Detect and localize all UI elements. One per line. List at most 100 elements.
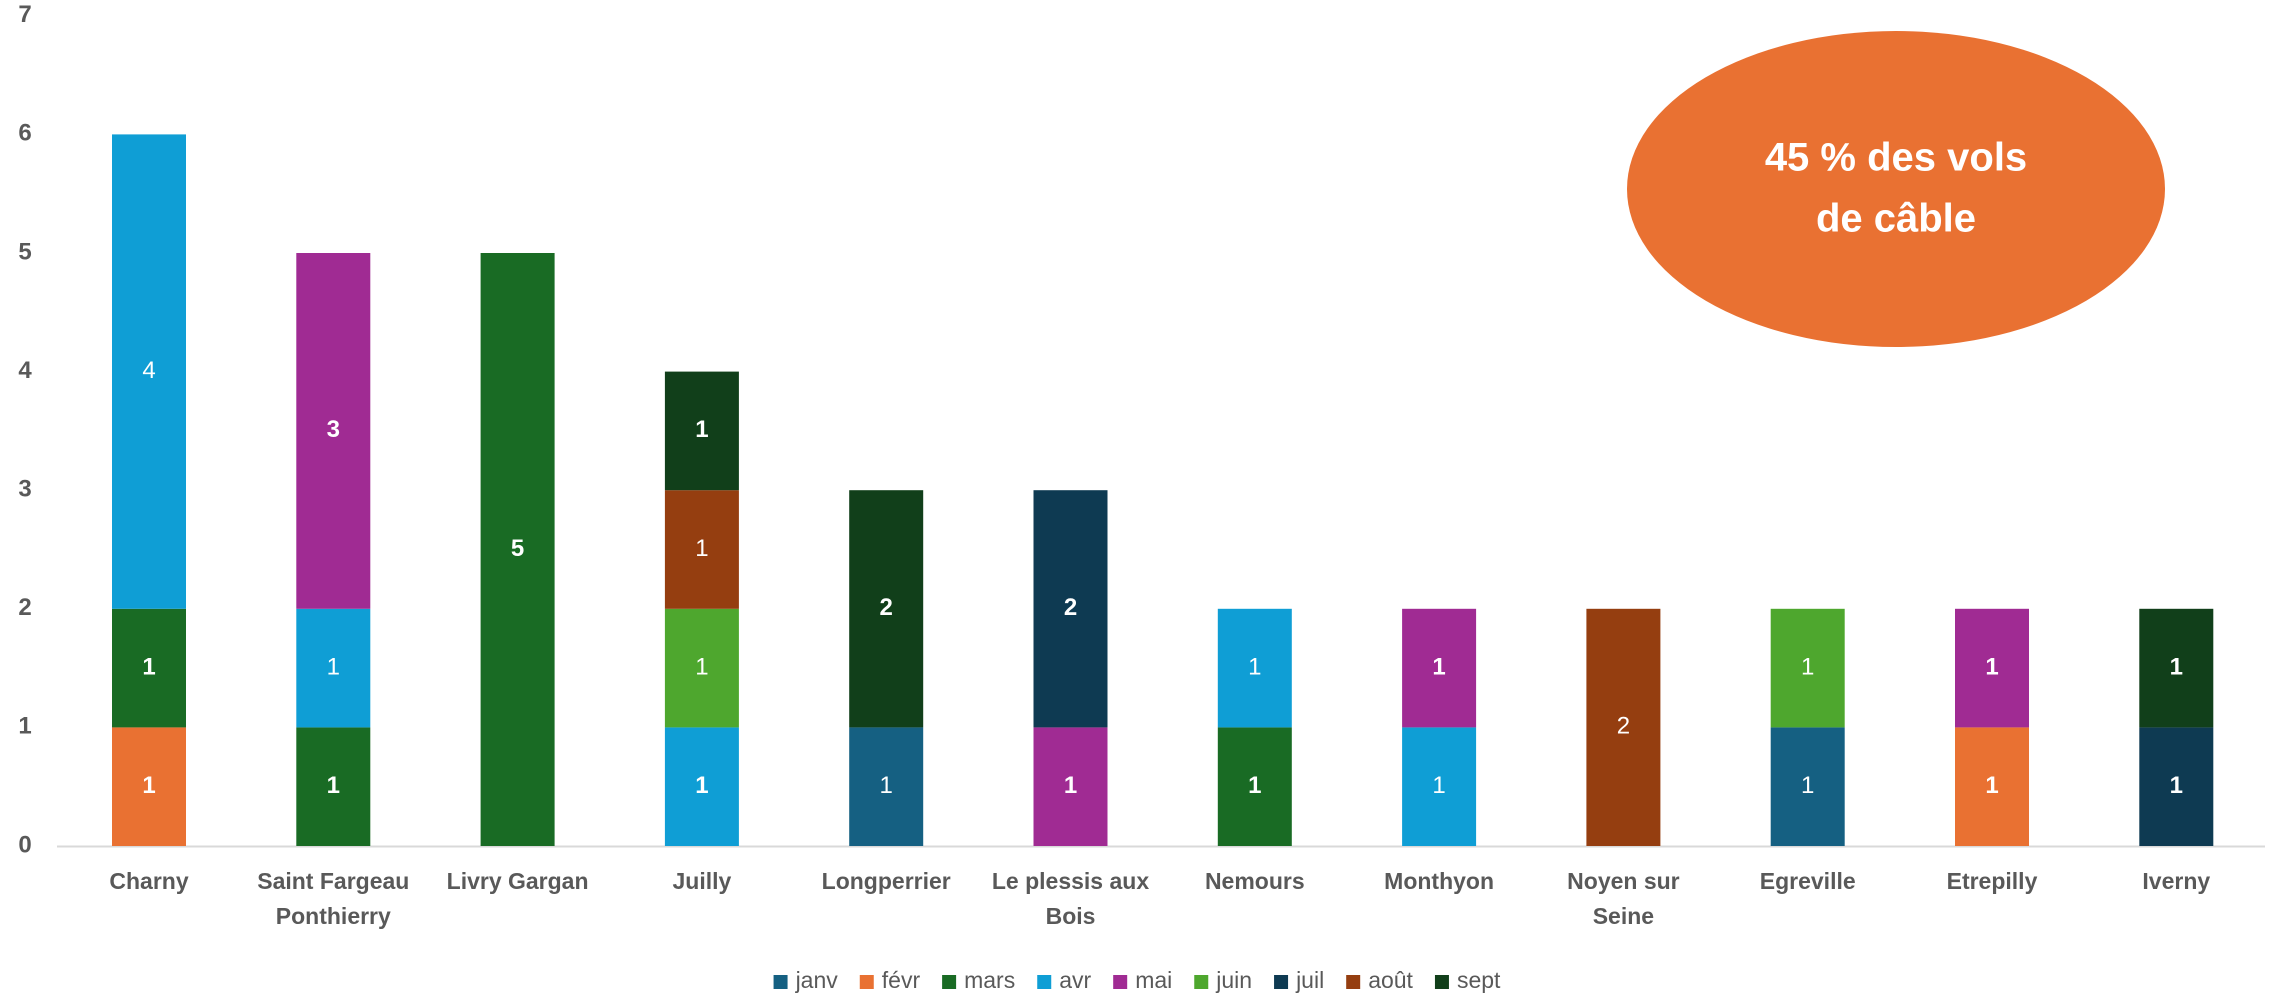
y-tick-label: 2 xyxy=(18,594,31,621)
x-category-label: Egreville xyxy=(1760,868,1856,894)
legend-item-août: août xyxy=(1346,967,1414,993)
legend-swatch xyxy=(1434,975,1449,989)
y-tick-label: 0 xyxy=(18,831,31,858)
data-label: 2 xyxy=(880,594,893,621)
callout-ellipse xyxy=(1627,31,2165,347)
data-label: 1 xyxy=(1248,653,1261,680)
bar-segment-mars xyxy=(1217,727,1292,846)
legend-item-sept: sept xyxy=(1434,967,1501,993)
legend-item-mars: mars xyxy=(942,967,1015,993)
bar-segment-févr xyxy=(1955,727,2029,846)
data-label: 4 xyxy=(142,357,155,384)
bar-segment-mai xyxy=(1402,608,1477,728)
bars: 1 1 4 1 1 3 5 1 1 1 1 1 2 1 2 1 1 1 1 2 1 1 1 1 1 1 xyxy=(112,134,2214,846)
y-tick-label: 5 xyxy=(18,238,31,265)
legend: janv févr mars avr mai juin juil août sept xyxy=(773,967,1501,993)
y-axis-ticks: 0 1 2 3 4 5 6 7 xyxy=(18,1,32,858)
legend-label: août xyxy=(1368,967,1413,993)
legend-swatch xyxy=(1194,975,1209,989)
bar-segment-mars xyxy=(296,727,371,846)
callout: 45 % des vols de câble xyxy=(1627,31,2165,347)
bar-segment-juin xyxy=(664,608,739,728)
data-label: 1 xyxy=(695,535,708,562)
bar-segment-sept xyxy=(664,371,739,491)
legend-label: sept xyxy=(1457,967,1501,993)
legend-label: janv xyxy=(795,967,839,993)
bar-segment-mars xyxy=(112,608,186,728)
legend-label: juin xyxy=(1215,967,1252,993)
bar-segment-juil xyxy=(1033,490,1108,728)
x-category-label: Iverny xyxy=(2142,868,2210,894)
y-tick-label: 3 xyxy=(18,476,31,503)
data-label: 2 xyxy=(1064,594,1077,621)
data-label: 1 xyxy=(2170,653,2183,680)
bar-segment-mars xyxy=(480,253,555,846)
bar-segment-avr xyxy=(1217,608,1292,728)
bar-segment-avr xyxy=(664,727,739,846)
x-category-label: Bois xyxy=(1046,903,1096,929)
x-category-label: Ponthierry xyxy=(276,903,391,929)
callout-line-2: de câble xyxy=(1816,197,1976,241)
legend-label: mai xyxy=(1135,967,1172,993)
data-label: 1 xyxy=(2170,772,2183,799)
x-category-label: Seine xyxy=(1593,903,1654,929)
bar-segment-juin xyxy=(1770,608,1845,728)
legend-item-janv: janv xyxy=(773,967,839,993)
legend-swatch xyxy=(859,975,874,989)
bar-segment-avr xyxy=(1402,727,1477,846)
data-label: 1 xyxy=(1801,653,1814,680)
x-category-label: Charny xyxy=(109,868,188,894)
y-tick-label: 1 xyxy=(18,713,31,740)
data-label: 1 xyxy=(327,772,340,799)
bar-segment-févr xyxy=(112,727,186,846)
x-category-label: Noyen sur xyxy=(1567,868,1680,894)
y-tick-label: 6 xyxy=(18,120,31,147)
bar-segment-mai xyxy=(1033,727,1108,846)
x-category-label: Saint Fargeau xyxy=(257,868,409,894)
legend-label: févr xyxy=(882,967,921,993)
legend-label: avr xyxy=(1059,967,1091,993)
data-label: 1 xyxy=(1985,653,1998,680)
y-tick-label: 4 xyxy=(18,357,32,384)
legend-item-mai: mai xyxy=(1113,967,1172,993)
data-label: 1 xyxy=(1985,772,1998,799)
x-category-label: Etrepilly xyxy=(1947,868,2038,894)
legend-item-juin: juin xyxy=(1194,967,1252,993)
data-label: 1 xyxy=(327,653,340,680)
legend-swatch xyxy=(942,975,957,989)
bar-segment-sept xyxy=(2139,608,2214,728)
x-category-label: Le plessis aux xyxy=(992,868,1149,894)
data-label: 1 xyxy=(695,416,708,443)
bar-segment-avr xyxy=(112,134,186,609)
x-category-label: Longperrier xyxy=(822,868,951,894)
legend-item-févr: févr xyxy=(859,967,921,993)
bar-segment-janv xyxy=(849,727,924,846)
x-category-label: Livry Gargan xyxy=(447,868,589,894)
data-label: 1 xyxy=(695,653,708,680)
bar-segment-août xyxy=(664,490,739,609)
legend-item-avr: avr xyxy=(1037,967,1092,993)
bar-segment-mai xyxy=(296,253,371,609)
x-axis-categories: Charny Saint Fargeau Ponthierry Livry Garga… xyxy=(109,868,2210,929)
bar-segment-janv xyxy=(1770,727,1845,846)
legend-swatch xyxy=(1346,975,1361,989)
bar-segment-avr xyxy=(296,608,371,728)
legend-swatch xyxy=(773,975,788,989)
data-label: 1 xyxy=(1801,772,1814,799)
legend-item-juil: juil xyxy=(1274,967,1324,993)
data-label: 5 xyxy=(511,535,524,562)
data-label: 1 xyxy=(142,653,155,680)
legend-swatch xyxy=(1113,975,1128,989)
legend-swatch xyxy=(1037,975,1052,989)
x-category-label: Nemours xyxy=(1205,868,1305,894)
callout-line-1: 45 % des vols xyxy=(1765,136,2027,180)
legend-label: mars xyxy=(964,967,1015,993)
data-label: 1 xyxy=(880,772,893,799)
data-label: 2 xyxy=(1617,713,1630,740)
data-label: 1 xyxy=(1248,772,1261,799)
x-category-label: Monthyon xyxy=(1384,868,1494,894)
legend-label: juil xyxy=(1295,967,1324,993)
bar-segment-juil xyxy=(2139,727,2214,846)
bar-segment-août xyxy=(1586,608,1661,846)
